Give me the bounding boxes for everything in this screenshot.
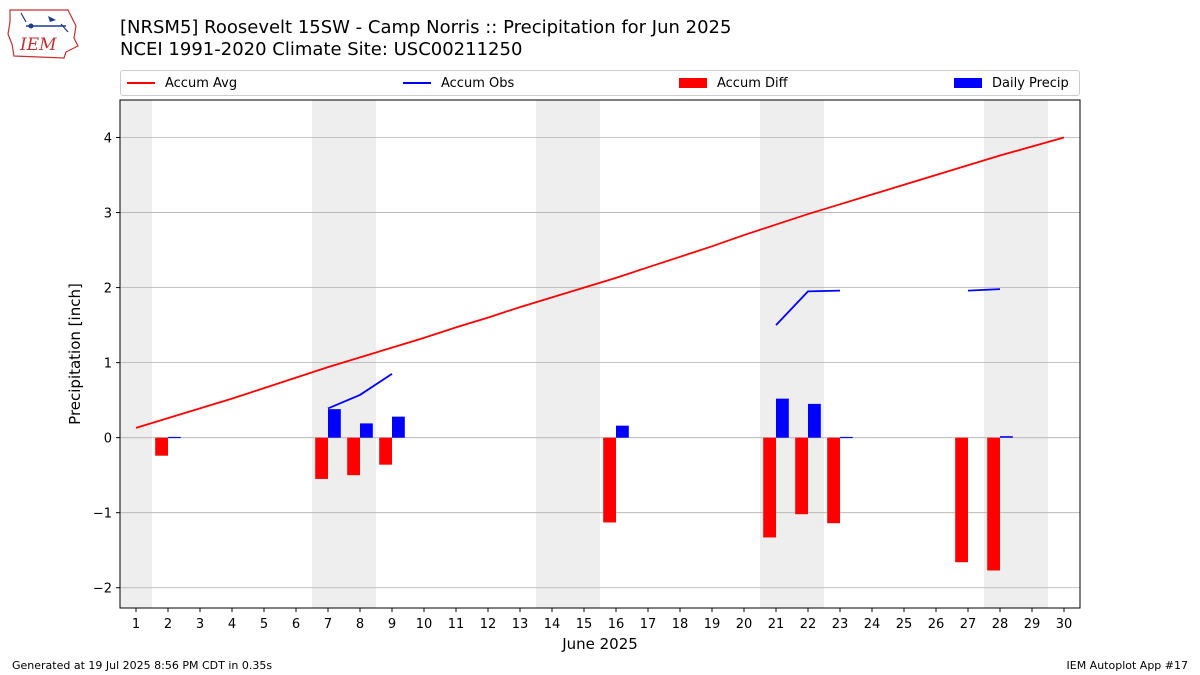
x-tick-label: 24 [864, 617, 881, 632]
y-tick-label: 2 [104, 282, 112, 297]
daily-precip-bar [392, 416, 405, 438]
x-tick-label: 26 [928, 617, 945, 632]
legend-swatch-accum-avg [127, 82, 155, 84]
y-tick-label: −1 [93, 507, 112, 522]
legend-item-accum-obs: Accum Obs [403, 71, 514, 95]
accum-diff-bar [379, 437, 392, 465]
accum-diff-bar [955, 437, 968, 563]
accum-diff-bar [347, 437, 360, 476]
x-tick-label: 22 [800, 617, 817, 632]
x-tick-label: 10 [416, 617, 433, 632]
legend-label-daily-precip: Daily Precip [992, 75, 1069, 91]
x-tick-label: 7 [324, 617, 332, 632]
accumulation-lines [135, 136, 1065, 429]
accum-diff-bar [155, 437, 168, 456]
accum-diff-bar [795, 437, 808, 515]
x-tick-label: 12 [480, 617, 497, 632]
y-tick-label: 0 [104, 432, 112, 447]
x-tick-label: 17 [640, 617, 657, 632]
x-tick-label: 13 [512, 617, 529, 632]
daily-precip-bar [808, 403, 821, 438]
x-tick-label: 29 [1024, 617, 1041, 632]
legend-label-accum-obs: Accum Obs [441, 75, 515, 91]
legend-swatch-daily-precip [954, 78, 982, 88]
x-tick-label: 6 [292, 617, 300, 632]
y-tick-label: 4 [104, 132, 112, 147]
accum-obs-line [775, 289, 841, 326]
x-tick-label: 28 [992, 617, 1009, 632]
y-tick-label: −2 [93, 582, 112, 597]
daily-precip-bar [360, 423, 373, 438]
daily-precip-bar [840, 436, 853, 439]
generated-timestamp: Generated at 19 Jul 2025 8:56 PM CDT in … [12, 659, 273, 672]
legend-swatch-accum-diff [679, 78, 707, 88]
y-axis-label: Precipitation [inch] [66, 283, 84, 425]
accum-avg-line [135, 136, 1065, 429]
x-tick-label: 21 [768, 617, 785, 632]
accum-diff-bar [315, 437, 328, 479]
daily-precip-bar [776, 398, 789, 438]
x-tick-label: 27 [960, 617, 977, 632]
legend-label-accum-avg: Accum Avg [165, 75, 238, 91]
x-axis-label: June 2025 [561, 635, 638, 653]
x-axis: 1 2 3 4 5 6 7 8 9 10 11 12 13 14 15 16 17 18 19 20 21 22 23 24 2… [132, 608, 1072, 632]
legend-item-accum-diff: Accum Diff [679, 71, 788, 95]
grid-lines [120, 137, 1080, 589]
x-tick-label: 18 [672, 617, 689, 632]
daily-precip-bar [328, 409, 341, 438]
accum-diff-bar [763, 437, 776, 538]
legend-label-accum-diff: Accum Diff [717, 75, 788, 91]
x-tick-label: 3 [196, 617, 204, 632]
iem-logo: IEM [6, 4, 82, 60]
plot-frame [119, 99, 1081, 609]
x-tick-label: 1 [132, 617, 140, 632]
x-tick-label: 15 [576, 617, 593, 632]
chart-title: [NRSM5] Roosevelt 15SW - Camp Norris :: … [120, 17, 732, 38]
y-tick-label: 3 [104, 207, 112, 222]
weekend-shade-0 [120, 100, 152, 608]
x-tick-label: 8 [356, 617, 364, 632]
x-tick-label: 16 [608, 617, 625, 632]
app-id: IEM Autoplot App #17 [1066, 659, 1189, 672]
weekend-shade-1 [312, 100, 376, 608]
x-tick-label: 30 [1056, 617, 1073, 632]
x-tick-label: 11 [448, 617, 465, 632]
x-tick-label: 2 [164, 617, 172, 632]
accum-obs-line [967, 288, 1001, 292]
accum-diff-bar [827, 437, 840, 524]
accum-diff-bar [987, 437, 1000, 571]
y-tick-label: 1 [104, 357, 112, 372]
x-tick-label: 20 [736, 617, 753, 632]
legend-swatch-accum-obs [403, 82, 431, 84]
y-axis: −2 −1 0 1 2 3 4 [93, 132, 120, 597]
accum-obs-line [327, 373, 393, 410]
x-tick-label: 14 [544, 617, 561, 632]
x-tick-label: 25 [896, 617, 913, 632]
svg-text:IEM: IEM [19, 35, 57, 55]
x-tick-label: 4 [228, 617, 236, 632]
daily-precip-bars [168, 398, 1013, 439]
x-tick-label: 19 [704, 617, 721, 632]
daily-precip-bar [168, 436, 181, 439]
x-tick-label: 5 [260, 617, 268, 632]
weekend-shading [120, 100, 1048, 608]
weekend-shade-2 [536, 100, 600, 608]
legend-item-daily-precip: Daily Precip [954, 71, 1069, 95]
daily-precip-bar [616, 425, 629, 438]
legend: Accum Avg Accum Obs Accum Diff Daily Pre… [120, 70, 1080, 96]
accum-diff-bars [155, 437, 1000, 571]
daily-precip-bar [1000, 436, 1013, 438]
x-tick-label: 9 [388, 617, 396, 632]
x-tick-label: 23 [832, 617, 849, 632]
chart-subtitle: NCEI 1991-2020 Climate Site: USC00211250 [120, 39, 523, 60]
legend-item-accum-avg: Accum Avg [127, 71, 237, 95]
accum-diff-bar [603, 437, 616, 523]
